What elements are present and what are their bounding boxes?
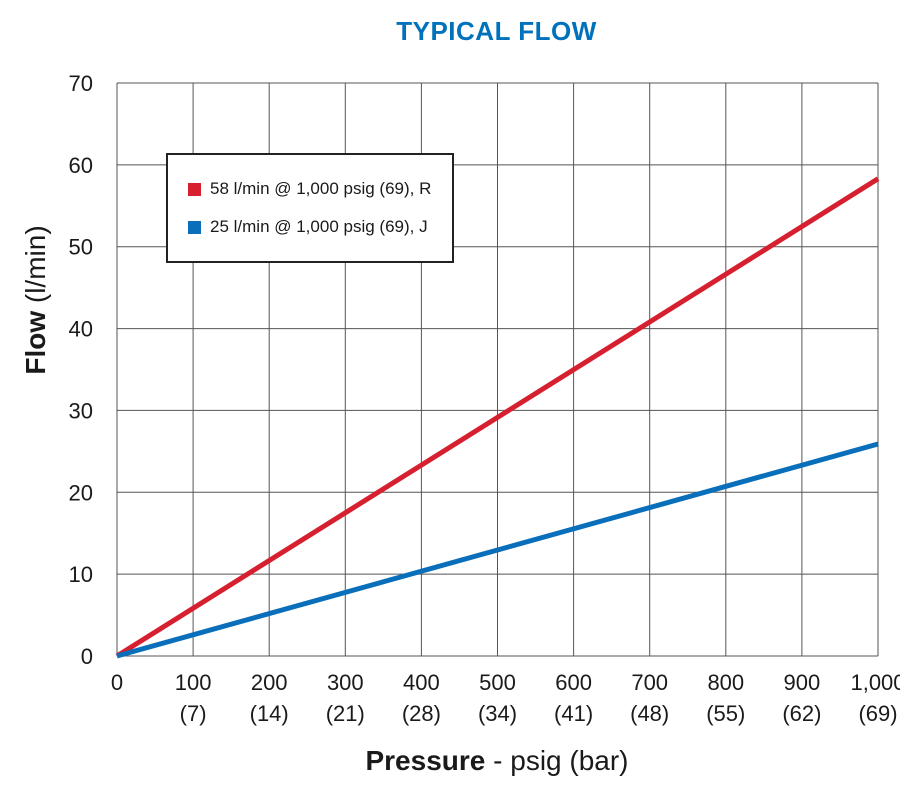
- x-tick-label: 500: [479, 670, 516, 695]
- x-tick-sublabel: (55): [706, 701, 745, 726]
- y-tick-label: 0: [81, 644, 93, 669]
- legend-swatch-j: [188, 220, 201, 234]
- x-tick-label: 1,000: [850, 670, 900, 695]
- x-axis-label-bold: Pressure: [365, 745, 486, 776]
- series-line-j: [116, 441, 879, 659]
- x-tick-label: 900: [784, 670, 821, 695]
- y-tick-label: 60: [69, 153, 93, 178]
- y-tick-label: 70: [69, 71, 93, 96]
- x-tick-label: 0: [111, 670, 123, 695]
- series-line-r: [115, 176, 880, 659]
- x-tick-label: 400: [403, 670, 440, 695]
- x-axis-label-unit: - psig (bar): [485, 745, 629, 776]
- legend-label-j: 25 l/min @ 1,000 psig (69), J: [210, 217, 428, 236]
- x-tick-sublabel: (62): [782, 701, 821, 726]
- x-tick-sublabel: (7): [180, 701, 207, 726]
- y-tick-label: 30: [69, 398, 93, 423]
- chart-title: TYPICAL FLOW: [396, 16, 597, 46]
- x-tick-label: 800: [707, 670, 744, 695]
- x-tick-label: 100: [175, 670, 212, 695]
- x-tick-sublabel: (14): [250, 701, 289, 726]
- x-tick-label: 300: [327, 670, 364, 695]
- x-tick-sublabel: (69): [858, 701, 897, 726]
- y-tick-label: 40: [69, 317, 93, 342]
- legend-label-r: 58 l/min @ 1,000 psig (69), R: [210, 179, 432, 198]
- x-axis-label: Pressure - psig (bar): [365, 745, 628, 777]
- x-tick-sublabel: (48): [630, 701, 669, 726]
- legend: 58 l/min @ 1,000 psig (69), R 25 l/min @…: [166, 153, 454, 263]
- y-tick-label: 10: [69, 562, 93, 587]
- y-tick-label: 20: [69, 480, 93, 505]
- y-axis-label-unit: (l/min): [20, 225, 51, 311]
- x-tick-sublabel: (28): [402, 701, 441, 726]
- x-tick-sublabel: (21): [326, 701, 365, 726]
- legend-item-j: 25 l/min @ 1,000 psig (69), J: [188, 217, 428, 237]
- x-tick-label: 600: [555, 670, 592, 695]
- legend-swatch-r: [188, 182, 201, 196]
- legend-item-r: 58 l/min @ 1,000 psig (69), R: [188, 179, 431, 199]
- x-tick-sublabel: (34): [478, 701, 517, 726]
- y-tick-label: 50: [69, 235, 93, 260]
- y-axis-label-bold: Flow: [20, 310, 51, 375]
- x-tick-label: 200: [251, 670, 288, 695]
- x-tick-sublabel: (41): [554, 701, 593, 726]
- y-axis-label: Flow (l/min): [20, 225, 52, 374]
- x-tick-label: 700: [631, 670, 668, 695]
